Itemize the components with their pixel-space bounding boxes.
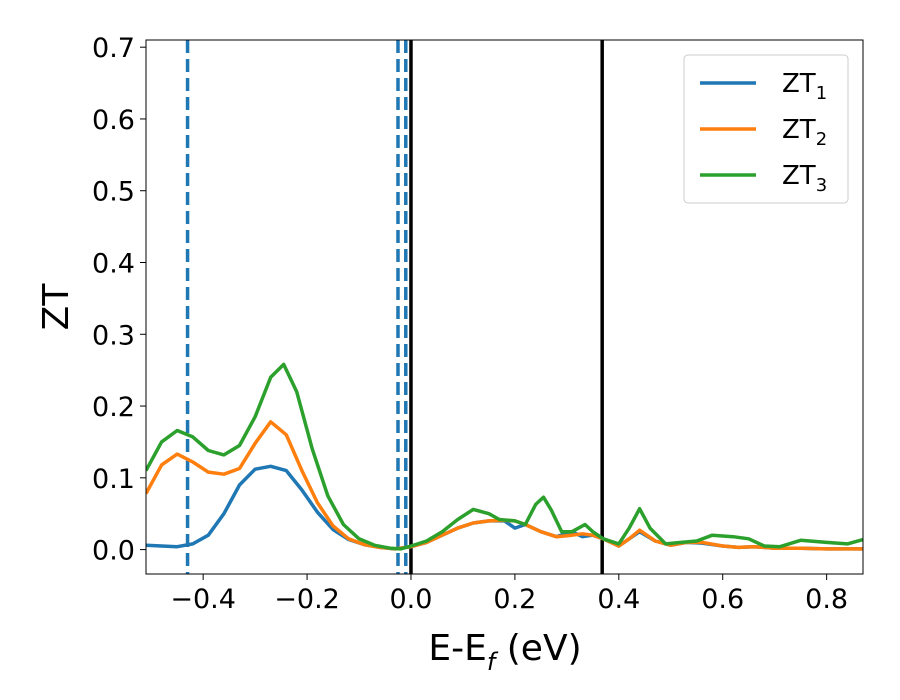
plot-frame: [145, 39, 864, 575]
series-line-zt3: [146, 362, 863, 551]
y-tick-label: 0.0: [92, 536, 135, 567]
y-tick-label: 0.5: [92, 177, 135, 208]
x-tick-label: −0.4: [170, 584, 236, 615]
legend: ZT1 ZT2 ZT3: [683, 54, 849, 204]
y-axis-label: ZT: [36, 283, 77, 331]
x-axis-label: E-Ef (eV): [428, 628, 581, 676]
x-axis-ticks: −0.4 −0.2 0.0 0.2 0.4 0.6 0.8: [170, 574, 848, 615]
x-tick-label: 0.6: [701, 584, 744, 615]
legend-label-zt2: ZT2: [782, 115, 827, 150]
x-tick-label: 0.0: [390, 584, 433, 615]
y-axis-ticks: 0.0 0.1 0.2 0.3 0.4 0.5 0.6 0.7: [92, 33, 146, 567]
y-tick-label: 0.4: [92, 249, 135, 280]
y-tick-label: 0.1: [92, 464, 135, 495]
legend-label-zt1: ZT1: [782, 69, 827, 104]
x-axis-label-tail: (eV): [495, 628, 581, 669]
y-tick-label: 0.7: [92, 33, 135, 64]
x-tick-label: 0.2: [493, 584, 536, 615]
x-axis-label-main: E-E: [428, 628, 486, 669]
reference-lines: [185, 40, 604, 574]
y-tick-label: 0.2: [92, 392, 135, 423]
y-tick-label: 0.3: [92, 320, 135, 351]
series-lines: [146, 362, 863, 551]
legend-label-zt3: ZT3: [782, 161, 827, 196]
x-tick-label: 0.8: [805, 584, 848, 615]
legend-box: [683, 54, 849, 204]
y-tick-label: 0.6: [92, 105, 135, 136]
x-tick-label: 0.4: [597, 584, 640, 615]
x-tick-label: −0.2: [274, 584, 340, 615]
